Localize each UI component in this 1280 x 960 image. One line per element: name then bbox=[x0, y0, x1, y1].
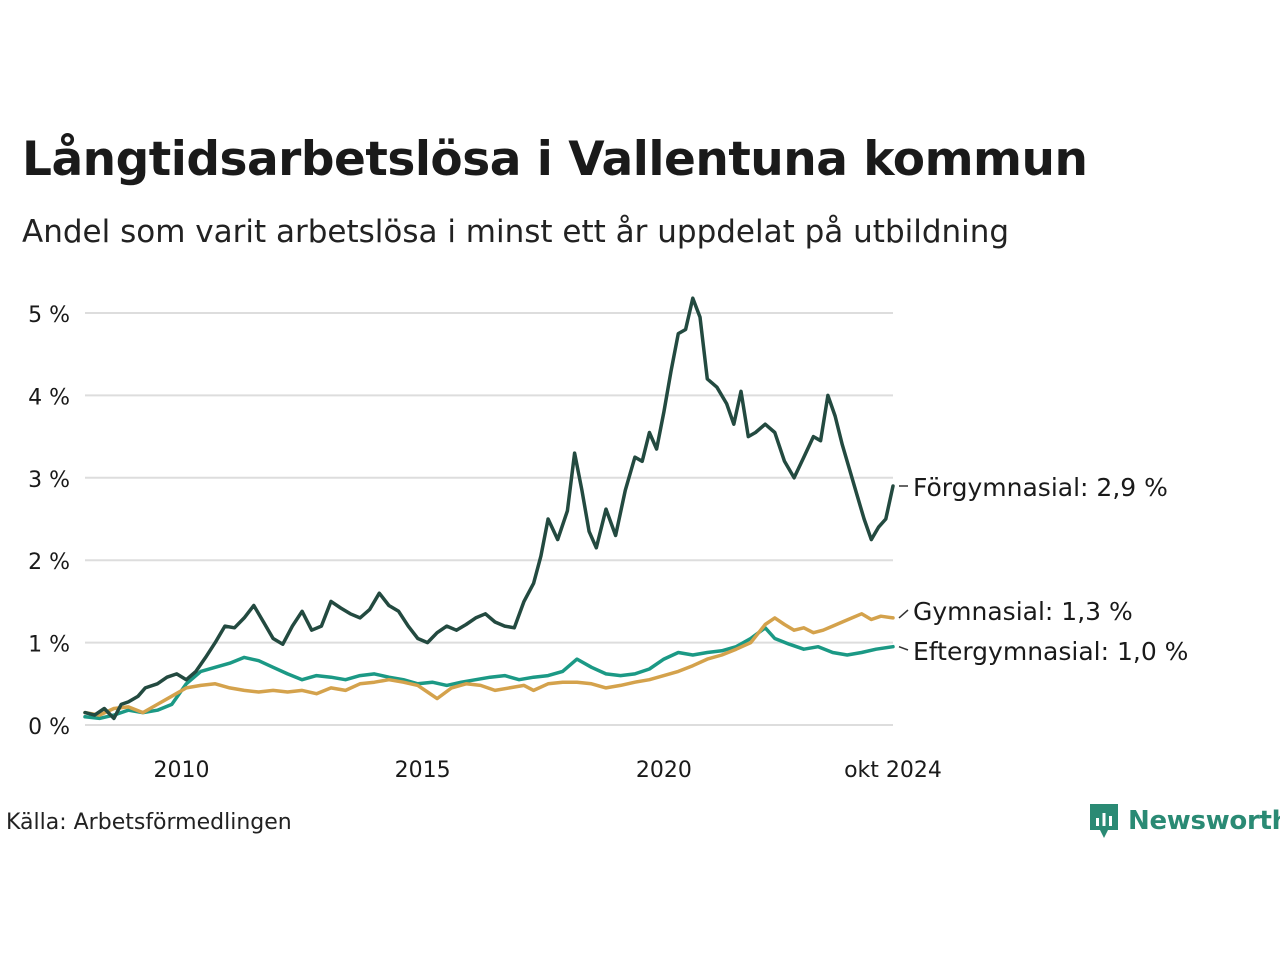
x-tick-label: 2020 bbox=[636, 758, 692, 783]
end-label-gymnasial: Gymnasial: 1,3 % bbox=[913, 597, 1133, 626]
series-line-forgymnasial bbox=[83, 296, 895, 721]
y-tick-label: 0 % bbox=[28, 715, 70, 740]
brand-name: Newsworthy bbox=[1128, 806, 1280, 836]
x-tick-label: 2010 bbox=[153, 758, 209, 783]
end-label-connector bbox=[898, 646, 909, 651]
series-end-labels: Förgymnasial: 2,9 % Gymnasial: 1,3 % Efter… bbox=[898, 473, 1188, 666]
y-tick-label: 5 % bbox=[28, 303, 70, 328]
y-tick-label: 1 % bbox=[28, 633, 70, 658]
line-chart: 0 %1 %2 %3 %4 %5 % 2010 2015 2020 okt 2024 … bbox=[28, 296, 1188, 783]
end-label-connector bbox=[898, 609, 909, 619]
grid-lines bbox=[85, 312, 893, 726]
newsworthy-icon bbox=[1090, 804, 1118, 838]
series-line-gymnasial bbox=[83, 612, 895, 717]
chart-title: Långtidsarbetslösa i Vallentuna kommun bbox=[22, 132, 1088, 187]
source-note: Källa: Arbetsförmedlingen bbox=[6, 810, 292, 835]
end-label-eftergymnasial: Eftergymnasial: 1,0 % bbox=[913, 637, 1188, 666]
brand-logo: Newsworthy bbox=[1088, 802, 1280, 840]
y-axis: 0 % 1 % 2 % 3 % 4 % 5 % bbox=[28, 303, 70, 740]
series-line-eftergymnasial bbox=[83, 626, 895, 721]
x-axis: 2010 2015 2020 okt 2024 bbox=[153, 758, 941, 783]
y-tick-label: 4 % bbox=[28, 385, 70, 410]
x-tick-label: okt 2024 bbox=[844, 758, 942, 783]
series-lines bbox=[83, 296, 895, 721]
chart-subtitle: Andel som varit arbetslösa i minst ett å… bbox=[22, 214, 1010, 250]
x-tick-label: 2015 bbox=[395, 758, 451, 783]
end-label-forgymnasial: Förgymnasial: 2,9 % bbox=[913, 473, 1168, 502]
y-tick-label: 2 % bbox=[28, 550, 70, 575]
y-tick-label: 3 % bbox=[28, 468, 70, 493]
